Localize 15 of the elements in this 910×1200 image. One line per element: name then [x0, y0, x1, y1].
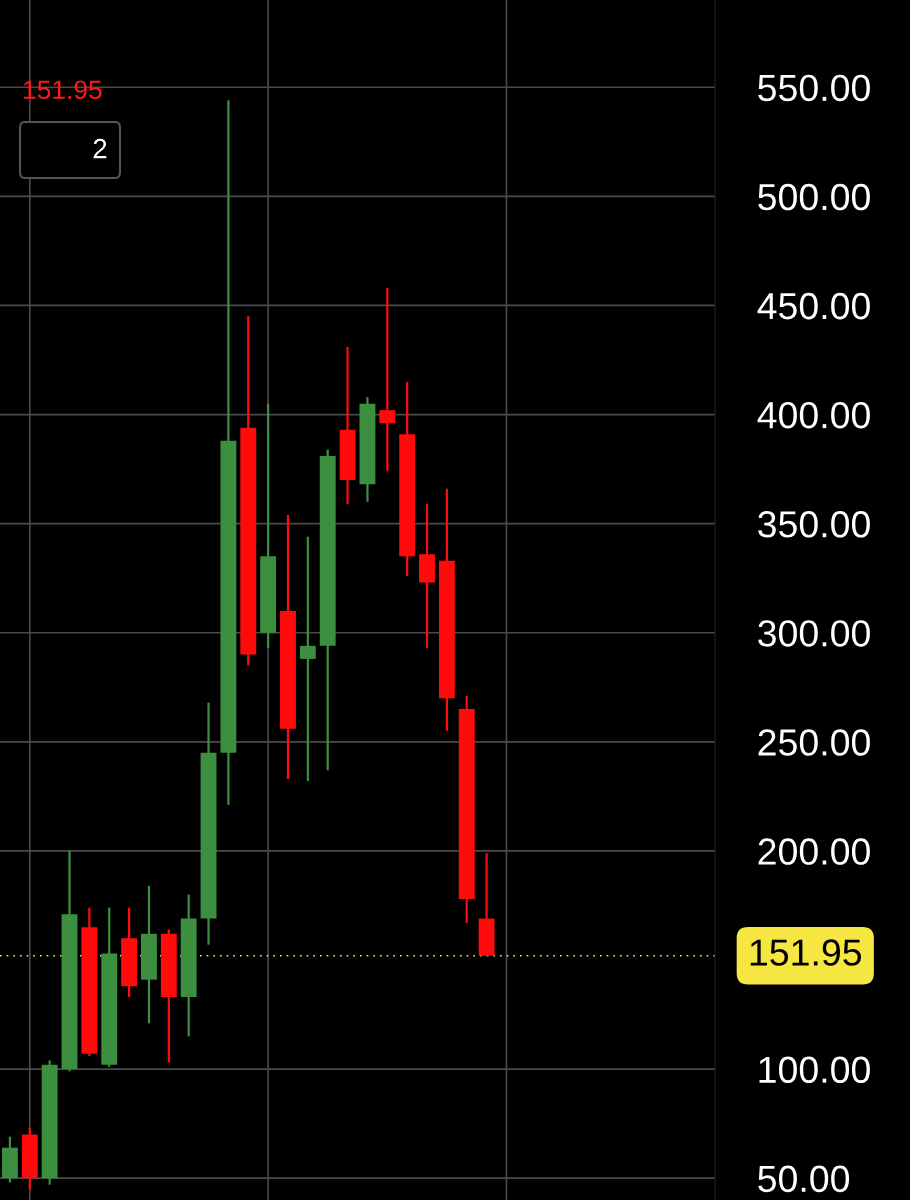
y-tick-label: 500.00	[758, 183, 870, 211]
y-tick-label: 300.00	[758, 620, 870, 647]
y-tick-label: 550.00	[758, 74, 870, 102]
y-tick-label: 400.00	[757, 401, 870, 429]
y-tick-label: 50.00	[758, 1165, 850, 1193]
annotation: 2	[93, 138, 107, 159]
y-tick-label: 200.00	[758, 838, 870, 865]
y-tick-label: 450.00	[757, 292, 870, 320]
candlestick	[299, 535, 316, 783]
candlestick	[379, 286, 396, 473]
text: 151.95	[24, 80, 102, 100]
y-tick-label: 350.00	[758, 511, 870, 538]
y-tick-label: 250.00	[758, 729, 870, 756]
y-tick-label: 100.00	[759, 1056, 870, 1084]
ref-line-label: 151.95	[750, 939, 862, 966]
